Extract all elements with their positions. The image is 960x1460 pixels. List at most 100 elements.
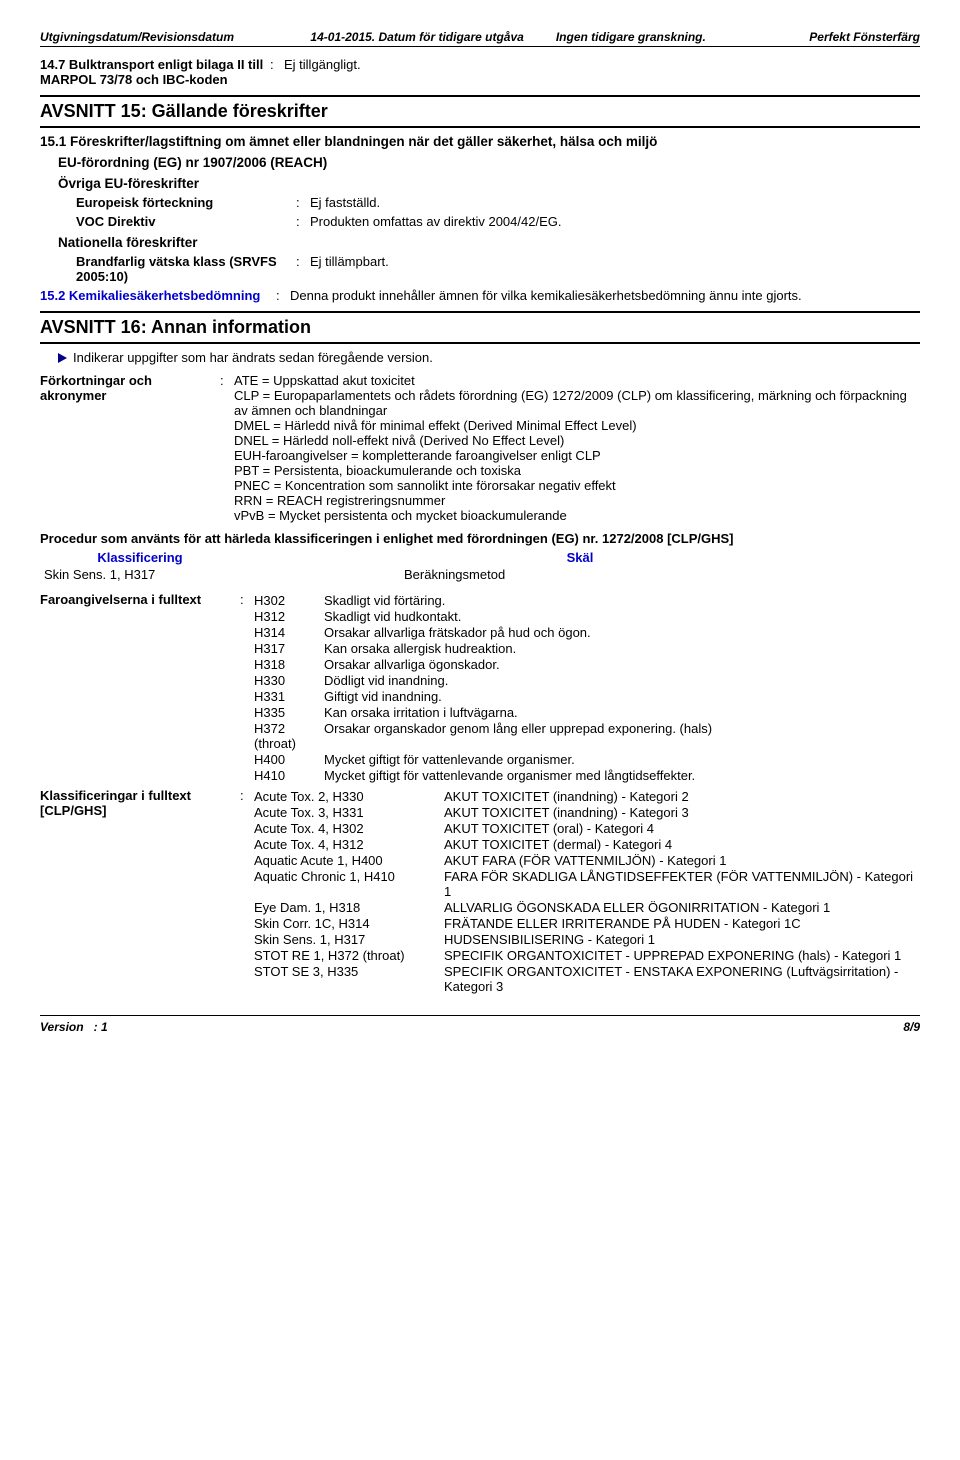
forkort-line: PBT = Persistenta, bioackumulerande och …	[234, 463, 920, 478]
klass-subrow: Skin Sens. 1, H317HUDSENSIBILISERING - K…	[254, 932, 920, 947]
klass-code: Skin Sens. 1, H317	[254, 932, 444, 947]
klass-desc: FRÄTANDE ELLER IRRITERANDE PÅ HUDEN - Ka…	[444, 916, 920, 931]
klass-code: Acute Tox. 2, H330	[254, 789, 444, 804]
page-number: 8/9	[903, 1020, 920, 1034]
hdesc: Dödligt vid inandning.	[324, 673, 920, 688]
hdesc: Giftigt vid inandning.	[324, 689, 920, 704]
colon: :	[296, 254, 310, 284]
colon: :	[296, 214, 310, 229]
colon: :	[220, 373, 234, 523]
sec-15-2-label: 15.2 Kemikaliesäkerhetsbedömning	[40, 288, 276, 303]
europeisk-label: Europeisk förteckning	[76, 195, 296, 210]
sec-14-7-row: 14.7 Bulktransport enligt bilaga II till…	[40, 57, 920, 87]
klass-code: Acute Tox. 3, H331	[254, 805, 444, 820]
klass-desc: AKUT FARA (FÖR VATTENMILJÖN) - Kategori …	[444, 853, 920, 868]
indicator-text: Indikerar uppgifter som har ändrats seda…	[73, 350, 433, 365]
faro-block: H302Skadligt vid förtäring.H312Skadligt …	[254, 592, 920, 784]
forkort-lines: ATE = Uppskattad akut toxicitetCLP = Eur…	[234, 373, 920, 523]
class-head-klass: Klassificering	[40, 550, 240, 565]
hcode-row: H317Kan orsaka allergisk hudreaktion.	[254, 641, 920, 656]
klass-subrow: Eye Dam. 1, H318ALLVARLIG ÖGONSKADA ELLE…	[254, 900, 920, 915]
forkort-row: Förkortningar och akronymer : ATE = Upps…	[40, 373, 920, 523]
forkort-line: EUH-faroangivelser = kompletterande faro…	[234, 448, 920, 463]
class-head-skal: Skäl	[240, 550, 920, 565]
klass-subrow: Aquatic Acute 1, H400AKUT FARA (FÖR VATT…	[254, 853, 920, 868]
klass-subrow: Skin Corr. 1C, H314FRÄTANDE ELLER IRRITE…	[254, 916, 920, 931]
klass-code: STOT SE 3, H335	[254, 964, 444, 994]
colon: :	[240, 788, 254, 995]
version-num: 1	[101, 1020, 108, 1034]
brandfarlig-value: Ej tillämpbart.	[310, 254, 920, 284]
forkort-line: DMEL = Härledd nivå för minimal effekt (…	[234, 418, 920, 433]
hdesc: Skadligt vid hudkontakt.	[324, 609, 920, 624]
klass-desc: SPECIFIK ORGANTOXICITET - ENSTAKA EXPONE…	[444, 964, 920, 994]
klass-row: Klassificeringar i fulltext [CLP/GHS] : …	[40, 788, 920, 995]
klass-subrow: Acute Tox. 4, H312AKUT TOXICITET (dermal…	[254, 837, 920, 852]
klass-subrow: Acute Tox. 3, H331AKUT TOXICITET (inandn…	[254, 805, 920, 820]
klass-code: Aquatic Chronic 1, H410	[254, 869, 444, 899]
voc-row: VOC Direktiv : Produkten omfattas av dir…	[76, 214, 920, 229]
klass-code: Acute Tox. 4, H302	[254, 821, 444, 836]
sec-15-2-row: 15.2 Kemikaliesäkerhetsbedömning : Denna…	[40, 288, 920, 303]
forkort-line: vPvB = Mycket persistenta och mycket bio…	[234, 508, 920, 523]
klass-subrow: Acute Tox. 2, H330AKUT TOXICITET (inandn…	[254, 789, 920, 804]
klass-subrow: STOT RE 1, H372 (throat)SPECIFIK ORGANTO…	[254, 948, 920, 963]
hcode-row: H314Orsakar allvarliga frätskador på hud…	[254, 625, 920, 640]
document-header: Utgivningsdatum/Revisionsdatum 14-01-201…	[40, 30, 920, 47]
hcode-row: H335Kan orsaka irritation i luftvägarna.	[254, 705, 920, 720]
klass-desc: FARA FÖR SKADLIGA LÅNGTIDSEFFEKTER (FÖR …	[444, 869, 920, 899]
ovriga-eu-heading: Övriga EU-föreskrifter	[58, 176, 920, 191]
section-15-title: AVSNITT 15: Gällande föreskrifter	[40, 95, 920, 128]
hcode-row: H318Orsakar allvarliga ögonskador.	[254, 657, 920, 672]
sec-14-7-value: Ej tillgängligt.	[284, 57, 920, 87]
hcode: H372 (throat)	[254, 721, 324, 751]
klass-subrow: Aquatic Chronic 1, H410FARA FÖR SKADLIGA…	[254, 869, 920, 899]
forkort-label: Förkortningar och akronymer	[40, 373, 220, 523]
section-16-title: AVSNITT 16: Annan information	[40, 311, 920, 344]
hcode-row: H302Skadligt vid förtäring.	[254, 593, 920, 608]
indicator-row: Indikerar uppgifter som har ändrats seda…	[58, 350, 920, 365]
faro-label: Faroangivelserna i fulltext	[40, 592, 240, 784]
sec-15-1-heading: 15.1 Föreskrifter/lagstiftning om ämnet …	[40, 134, 920, 149]
hdesc: Orsakar organskador genom lång eller upp…	[324, 721, 920, 751]
klass-code: STOT RE 1, H372 (throat)	[254, 948, 444, 963]
hcode: H302	[254, 593, 324, 608]
hdesc: Kan orsaka irritation i luftvägarna.	[324, 705, 920, 720]
klass-code: Aquatic Acute 1, H400	[254, 853, 444, 868]
colon: :	[240, 592, 254, 784]
europeisk-value: Ej fastställd.	[310, 195, 920, 210]
colon: :	[276, 288, 290, 303]
class-row: Skin Sens. 1, H317 Beräkningsmetod	[40, 567, 920, 582]
klass-code: Eye Dam. 1, H318	[254, 900, 444, 915]
hcode: H330	[254, 673, 324, 688]
hcode: H314	[254, 625, 324, 640]
hdesc: Skadligt vid förtäring.	[324, 593, 920, 608]
voc-label: VOC Direktiv	[76, 214, 296, 229]
footer-version: Version : 1	[40, 1020, 108, 1034]
faro-row: Faroangivelserna i fulltext : H302Skadli…	[40, 592, 920, 784]
hdesc: Orsakar allvarliga ögonskador.	[324, 657, 920, 672]
forkort-line: CLP = Europaparlamentets och rådets föro…	[234, 388, 920, 418]
hcode-row: H312Skadligt vid hudkontakt.	[254, 609, 920, 624]
nationella-heading: Nationella föreskrifter	[58, 235, 920, 250]
hcode: H312	[254, 609, 324, 624]
klass-desc: AKUT TOXICITET (dermal) - Kategori 4	[444, 837, 920, 852]
hdesc: Orsakar allvarliga frätskador på hud och…	[324, 625, 920, 640]
forkort-line: ATE = Uppskattad akut toxicitet	[234, 373, 920, 388]
version-label: Version	[40, 1020, 84, 1034]
klass-desc: AKUT TOXICITET (inandning) - Kategori 2	[444, 789, 920, 804]
hdesc: Mycket giftigt för vattenlevande organis…	[324, 768, 920, 783]
klass-code: Acute Tox. 4, H312	[254, 837, 444, 852]
indicator-icon	[58, 353, 67, 363]
hdesc: Mycket giftigt för vattenlevande organis…	[324, 752, 920, 767]
class-row-desc: Beräkningsmetod	[284, 567, 920, 582]
colon: :	[296, 195, 310, 210]
voc-value: Produkten omfattas av direktiv 2004/42/E…	[310, 214, 920, 229]
hcode: H317	[254, 641, 324, 656]
brandfarlig-row: Brandfarlig vätska klass (SRVFS 2005:10)…	[76, 254, 920, 284]
hcode-row: H400Mycket giftigt för vattenlevande org…	[254, 752, 920, 767]
forkort-line: RRN = REACH registreringsnummer	[234, 493, 920, 508]
hdr-col2: 14-01-2015. Datum för tidigare utgåva	[291, 30, 542, 44]
hcode-row: H372 (throat)Orsakar organskador genom l…	[254, 721, 920, 751]
hcode-row: H410Mycket giftigt för vattenlevande org…	[254, 768, 920, 783]
